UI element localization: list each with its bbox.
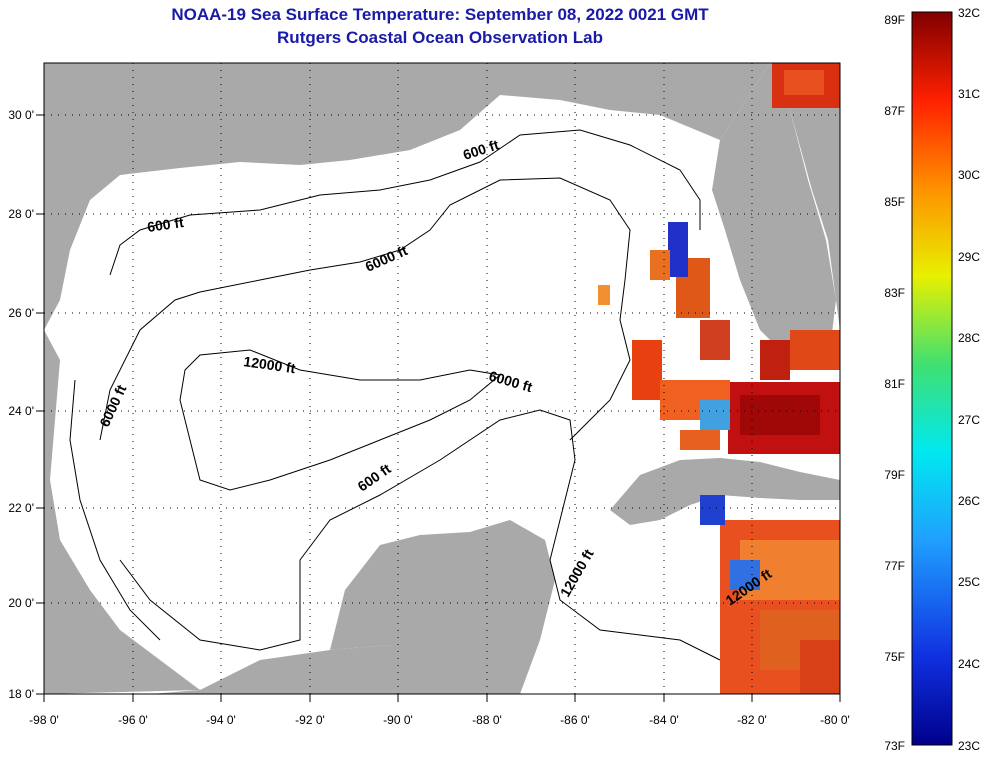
colorbar-f-label: 77F: [884, 559, 905, 573]
contour-12000ft: [179, 349, 502, 491]
colorbar-c-label: 29C: [958, 250, 980, 264]
contour-6000ft-west: [69, 379, 161, 641]
florida-peninsula-land: [712, 63, 836, 370]
colorbar-c-label: 32C: [958, 6, 980, 20]
colorbar-f-label: 85F: [884, 195, 905, 209]
us-gulf-coast-land: [44, 63, 840, 330]
colorbar-c-label: 30C: [958, 168, 980, 182]
colorbar-c-label: 26C: [958, 494, 980, 508]
graticule-grid: [44, 63, 840, 694]
lon-tick-label: -98 0': [29, 713, 59, 727]
lon-tick-label: -96 0': [118, 713, 148, 727]
colorbar-f-label: 79F: [884, 468, 905, 482]
colorbar-c-label: 27C: [958, 413, 980, 427]
map-title: NOAA-19 Sea Surface Temperature: Septemb…: [171, 5, 709, 24]
colorbar-f-label: 89F: [884, 13, 905, 27]
contour-600ft-yucatan: [119, 409, 721, 661]
lat-tick-label: 18 0': [8, 687, 34, 701]
lat-tick-label: 26 0': [8, 306, 34, 320]
colorbar-f-label: 83F: [884, 286, 905, 300]
lon-tick-label: -84 0': [649, 713, 679, 727]
lon-tick-label: -92 0': [295, 713, 325, 727]
colorbar-c-label: 25C: [958, 575, 980, 589]
colorbar-c-label: 31C: [958, 87, 980, 101]
colorbar-c-label: 24C: [958, 657, 980, 671]
contour-600ft-north: [109, 129, 701, 276]
lat-tick-label: 28 0': [8, 207, 34, 221]
contour-label-12000ft: 12000 ft: [243, 353, 297, 376]
colorbar-f-label: 75F: [884, 650, 905, 664]
lon-tick-label: -88 0': [472, 713, 502, 727]
lon-tick-label: -94 0': [206, 713, 236, 727]
lon-tick-label: -82 0': [737, 713, 767, 727]
contour-6000ft: [99, 177, 631, 441]
colorbar-f-label: 87F: [884, 104, 905, 118]
colorbar-f-label: 73F: [884, 739, 905, 753]
temperature-colorbar: [911, 11, 953, 746]
lon-tick-label: -90 0': [383, 713, 413, 727]
axis-tick-marks: [36, 114, 841, 702]
yucatan-peninsula-land: [330, 520, 555, 694]
lat-tick-label: 22 0': [8, 501, 34, 515]
colorbar-f-label: 81F: [884, 377, 905, 391]
bathymetry-contours: [69, 129, 721, 661]
map-frame: [43, 62, 841, 695]
map-subtitle: Rutgers Coastal Ocean Observation Lab: [277, 28, 603, 47]
lon-tick-label: -80 0': [820, 713, 850, 727]
colorbar-c-label: 23C: [958, 739, 980, 753]
lat-tick-label: 24 0': [8, 404, 34, 418]
colorbar-c-label: 28C: [958, 331, 980, 345]
sst-data-patches: [598, 63, 840, 694]
lat-tick-label: 30 0': [8, 108, 34, 122]
lat-tick-label: 20 0': [8, 596, 34, 610]
lon-tick-label: -86 0': [560, 713, 590, 727]
mexico-west-land: [44, 330, 200, 694]
contour-label-600ft-west: 600 ft: [146, 214, 185, 235]
